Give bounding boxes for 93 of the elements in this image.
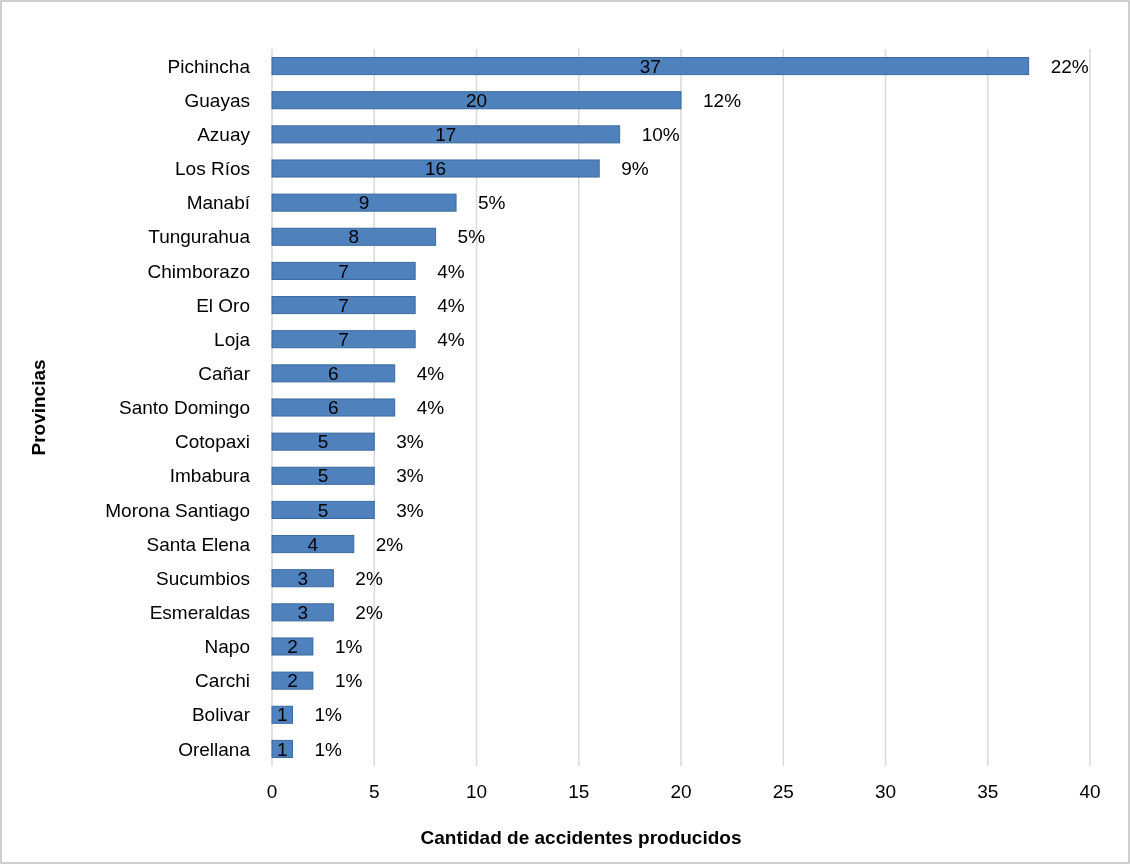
bar — [271, 91, 682, 110]
bar — [271, 227, 437, 246]
annotation: 10% — [641, 124, 680, 146]
annotation: 4% — [416, 363, 445, 385]
y-tick-label: Cañar — [198, 363, 251, 385]
annotation: 2% — [355, 567, 383, 589]
data-label: 9 — [358, 192, 370, 214]
x-tick-label: 35 — [977, 781, 999, 802]
bar — [271, 193, 457, 212]
annotation: 5% — [478, 192, 506, 214]
data-label: 7 — [338, 328, 349, 350]
data-label: 3 — [297, 602, 308, 624]
y-tick-label: Guayas — [184, 89, 250, 111]
annotation: 4% — [437, 294, 465, 316]
data-label: 37 — [639, 55, 661, 77]
bar — [271, 569, 334, 588]
bar — [271, 296, 416, 315]
bar — [271, 671, 314, 690]
y-tick-label: El Oro — [196, 294, 250, 316]
data-label: 7 — [338, 260, 349, 282]
y-tick-label: Imbabura — [169, 465, 251, 487]
x-tick-label: 5 — [368, 781, 380, 802]
data-label: 5 — [317, 431, 329, 453]
annotation: 4% — [437, 328, 465, 350]
bar — [271, 125, 621, 144]
y-tick-label: Los Ríos — [175, 158, 250, 180]
bar — [271, 432, 375, 451]
x-tick-label: 10 — [465, 781, 488, 802]
data-label: 6 — [328, 363, 339, 385]
data-label: 20 — [465, 89, 488, 111]
bar — [271, 330, 416, 349]
bar — [271, 535, 355, 554]
bar — [271, 500, 375, 519]
annotation: 3% — [396, 499, 424, 521]
y-tick-label: Morona Santiago — [105, 499, 250, 521]
data-label: 6 — [328, 397, 339, 419]
bar — [271, 364, 396, 383]
data-label: 4 — [307, 533, 319, 555]
y-tick-label: Bolivar — [191, 704, 251, 726]
data-label: 17 — [435, 124, 457, 146]
annotation: 2% — [375, 533, 404, 555]
annotation: 4% — [416, 397, 445, 419]
y-tick-label: Cotopaxi — [175, 431, 250, 453]
data-label: 1 — [276, 704, 288, 726]
annotation: 12% — [703, 89, 742, 111]
data-label: 5 — [317, 499, 329, 521]
data-label: 5 — [317, 465, 329, 487]
annotation: 4% — [437, 260, 465, 282]
data-label: 2 — [287, 636, 298, 658]
y-tick-label: Santa Elena — [146, 533, 251, 555]
bar — [271, 603, 334, 622]
annotation: 3% — [396, 431, 424, 453]
y-tick-label: Santo Domingo — [119, 397, 250, 419]
annotation: 3% — [396, 465, 424, 487]
annotation: 1% — [314, 738, 343, 760]
data-label: 2 — [287, 670, 298, 692]
x-tick-label: 20 — [670, 781, 692, 802]
y-tick-label: Napo — [204, 636, 250, 658]
x-tick-label: 40 — [1079, 781, 1101, 802]
data-label: 1 — [276, 738, 288, 760]
y-tick-label: Esmeraldas — [149, 602, 250, 624]
bar — [271, 398, 396, 417]
y-tick-label: Orellana — [178, 738, 251, 760]
x-tick-label: 0 — [266, 781, 278, 802]
annotation: 1% — [314, 704, 343, 726]
y-tick-label: Pichincha — [167, 55, 251, 77]
y-axis-title: Provincias — [28, 359, 49, 456]
data-label: 16 — [425, 158, 447, 180]
y-tick-label: Loja — [214, 328, 251, 350]
y-tick-label: Manabí — [186, 192, 251, 214]
annotation: 5% — [457, 226, 486, 248]
annotation: 1% — [334, 636, 363, 658]
y-tick-label: Tungurahua — [148, 226, 251, 248]
annotation: 9% — [621, 158, 649, 180]
y-tick-label: Carchi — [195, 670, 250, 692]
annotation: 22% — [1050, 55, 1089, 77]
annotation: 2% — [355, 602, 383, 624]
y-tick-label: Azuay — [197, 124, 251, 146]
bar — [271, 261, 416, 280]
y-tick-label: Chimborazo — [147, 260, 250, 282]
bar — [271, 637, 314, 656]
bar — [271, 466, 375, 485]
x-tick-label: 25 — [772, 781, 794, 802]
data-label: 7 — [338, 294, 349, 316]
x-tick-label: 30 — [874, 781, 897, 802]
data-label: 3 — [297, 567, 308, 589]
x-axis-title: Cantidad de accidentes producidos — [420, 827, 742, 848]
annotation: 1% — [334, 670, 363, 692]
y-tick-label: Sucumbios — [156, 567, 250, 589]
bar — [271, 159, 600, 178]
data-label: 8 — [348, 226, 360, 248]
x-tick-label: 15 — [568, 781, 590, 802]
bar — [271, 57, 1030, 76]
